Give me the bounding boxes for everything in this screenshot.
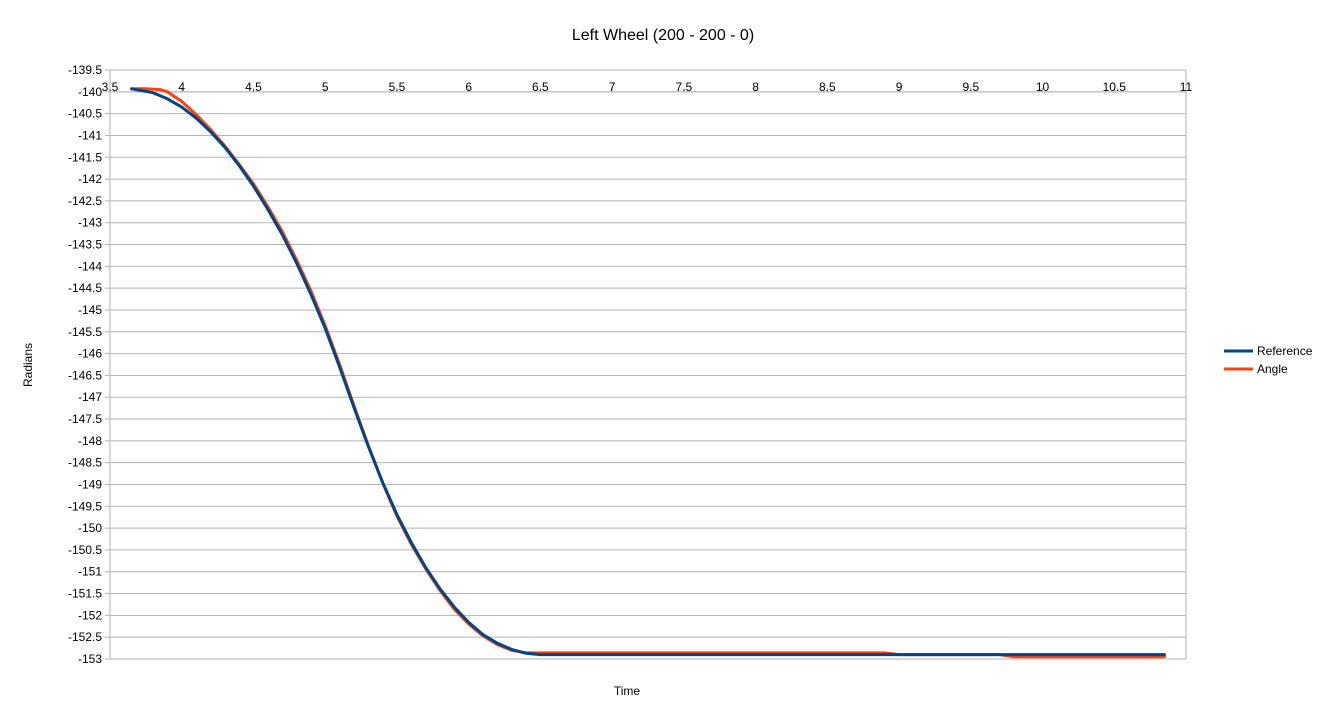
y-tick-label: -145.5 xyxy=(68,325,102,339)
y-tick-label: -141.5 xyxy=(68,150,102,164)
y-tick-label: -147 xyxy=(78,390,102,404)
y-axis-label: Radians xyxy=(21,343,35,387)
x-tick-label: 10 xyxy=(1036,80,1050,94)
y-tick-label: -145 xyxy=(78,303,102,317)
y-axis-ticks: -139.5 -140 -140.5 -141 -141.5 -142 -142.5 -143… xyxy=(68,63,102,666)
x-tick-label: 4 xyxy=(178,80,185,94)
x-tick-label: 7.5 xyxy=(676,80,693,94)
y-tick-label: -139.5 xyxy=(68,63,102,77)
x-tick-label: 6.5 xyxy=(532,80,549,94)
x-tick-label: 9.5 xyxy=(962,80,979,94)
x-tick-label: 5 xyxy=(322,80,329,94)
x-tick-label: 4.5 xyxy=(245,80,262,94)
x-tick-label: 11 xyxy=(1180,80,1193,94)
x-tick-label: 9 xyxy=(896,80,903,94)
y-tick-label: -148 xyxy=(78,434,102,448)
y-tick-label: -143 xyxy=(78,216,102,230)
y-tick-label: -148.5 xyxy=(68,456,102,470)
y-tick-label: -152.5 xyxy=(68,630,102,644)
grid xyxy=(105,69,1187,660)
y-tick-label: -147.5 xyxy=(68,412,102,426)
legend-label-reference: Reference xyxy=(1257,344,1313,358)
y-tick-label: -151 xyxy=(78,565,102,579)
x-tick-label: 7 xyxy=(609,80,616,94)
y-tick-label: -144.5 xyxy=(68,281,102,295)
y-tick-label: -150 xyxy=(78,521,102,535)
y-tick-label: -146 xyxy=(78,347,102,361)
y-tick-label: -142 xyxy=(78,172,102,186)
y-tick-label: -140 xyxy=(78,85,102,99)
chart-title: Left Wheel (200 - 200 - 0) xyxy=(572,27,754,44)
series-line-reference xyxy=(130,87,1166,657)
x-tick-label: 8.5 xyxy=(819,80,836,94)
y-tick-label: -152 xyxy=(78,608,102,622)
y-tick-label: -140.5 xyxy=(68,107,102,121)
series-lines xyxy=(130,87,1166,659)
x-tick-label: 8 xyxy=(752,80,759,94)
y-tick-label: -153 xyxy=(78,652,102,666)
y-tick-label: -146.5 xyxy=(68,368,102,382)
y-tick-label: -149 xyxy=(78,477,102,491)
y-tick-label: -142.5 xyxy=(68,194,102,208)
x-tick-label: 10.5 xyxy=(1103,80,1127,94)
y-tick-label: -144 xyxy=(78,259,102,273)
x-tick-label: 5.5 xyxy=(389,80,406,94)
y-tick-label: -149.5 xyxy=(68,499,102,513)
x-tick-label: 6 xyxy=(465,80,472,94)
x-axis-ticks: 3.5 4 4.5 5 5.5 6 6.5 7 7.5 8 8.5 9 9.5 10 10.5 11 xyxy=(102,80,1193,94)
legend: Reference Angle xyxy=(1224,344,1313,376)
y-tick-label: -141 xyxy=(78,128,102,142)
y-tick-label: -151.5 xyxy=(68,587,102,601)
x-axis-label: Time xyxy=(614,684,641,698)
y-tick-label: -143.5 xyxy=(68,238,102,252)
y-tick-label: -150.5 xyxy=(68,543,102,557)
x-tick-label: 3.5 xyxy=(102,80,119,94)
legend-label-angle: Angle xyxy=(1257,362,1288,376)
